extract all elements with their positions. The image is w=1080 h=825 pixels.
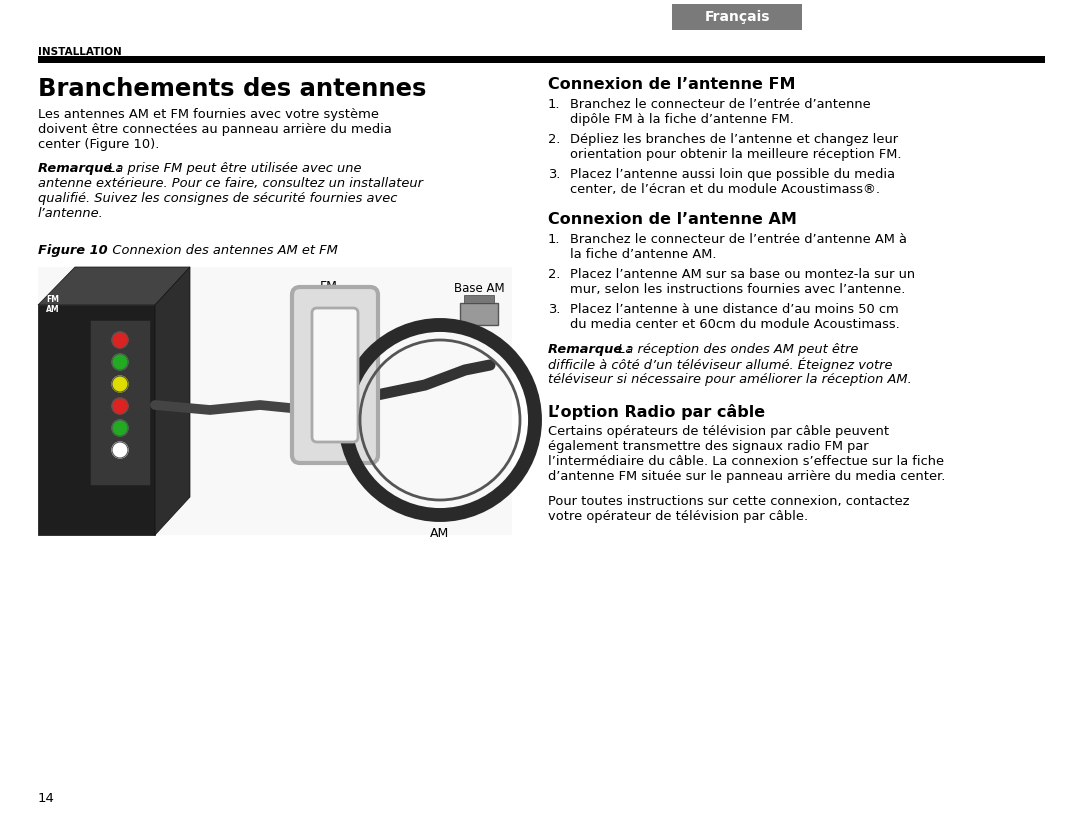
Text: l’intermédiaire du câble. La connexion s’effectue sur la fiche: l’intermédiaire du câble. La connexion s…: [548, 455, 944, 468]
Bar: [38, 56, 1045, 63]
Text: téléviseur si nécessaire pour améliorer la réception AM.: téléviseur si nécessaire pour améliorer …: [548, 373, 912, 386]
Text: AM: AM: [46, 305, 59, 314]
Text: Connexion de l’antenne FM: Connexion de l’antenne FM: [548, 77, 796, 92]
Text: Connexion des antennes AM et FM: Connexion des antennes AM et FM: [100, 244, 338, 257]
Text: la fiche d’antenne AM.: la fiche d’antenne AM.: [570, 248, 716, 261]
Text: Base AM: Base AM: [454, 282, 504, 295]
Text: Branchez le connecteur de l’entrée d’antenne AM à: Branchez le connecteur de l’entrée d’ant…: [570, 233, 907, 246]
Text: antenne extérieure. Pour ce faire, consultez un installateur: antenne extérieure. Pour ce faire, consu…: [38, 177, 423, 190]
Bar: [90, 320, 150, 485]
Text: votre opérateur de télévision par câble.: votre opérateur de télévision par câble.: [548, 510, 808, 523]
Circle shape: [112, 420, 129, 436]
Text: L’option Radio par câble: L’option Radio par câble: [548, 404, 765, 420]
Text: Remarque :: Remarque :: [548, 343, 636, 356]
Text: center (Figure 10).: center (Figure 10).: [38, 139, 160, 152]
Text: 1.: 1.: [548, 98, 561, 111]
Circle shape: [112, 442, 129, 458]
Text: FM: FM: [320, 280, 338, 293]
Bar: [672, 4, 802, 30]
Text: AM: AM: [430, 527, 449, 540]
Bar: [460, 303, 498, 325]
Text: Certains opérateurs de télévision par câble peuvent: Certains opérateurs de télévision par câ…: [548, 425, 889, 438]
Text: Dépliez les branches de l’antenne et changez leur: Dépliez les branches de l’antenne et cha…: [570, 133, 899, 146]
Text: doivent être connectées au panneau arrière du media: doivent être connectées au panneau arriè…: [38, 123, 392, 136]
FancyBboxPatch shape: [312, 308, 357, 442]
Text: qualifié. Suivez les consignes de sécurité fournies avec: qualifié. Suivez les consignes de sécuri…: [38, 192, 397, 205]
Polygon shape: [38, 267, 190, 305]
Circle shape: [112, 332, 129, 348]
Text: 3.: 3.: [548, 303, 561, 316]
Text: 2.: 2.: [548, 133, 561, 146]
FancyBboxPatch shape: [292, 287, 378, 463]
Text: 1.: 1.: [548, 233, 561, 246]
Text: d’antenne FM située sur le panneau arrière du media center.: d’antenne FM située sur le panneau arriè…: [548, 470, 945, 483]
Circle shape: [112, 354, 129, 370]
Text: Placez l’antenne AM sur sa base ou montez-la sur un: Placez l’antenne AM sur sa base ou monte…: [570, 268, 915, 281]
Text: 14: 14: [38, 792, 55, 805]
Text: Figure 10: Figure 10: [38, 244, 108, 257]
Text: Connexion de l’antenne AM: Connexion de l’antenne AM: [548, 212, 797, 227]
Text: du media center et 60cm du module Acoustimass.: du media center et 60cm du module Acoust…: [570, 318, 900, 331]
Text: La réception des ondes AM peut être: La réception des ondes AM peut être: [615, 343, 859, 356]
Text: difficile à côté d’un téléviseur allumé. Éteignez votre: difficile à côté d’un téléviseur allumé.…: [548, 358, 892, 373]
Text: Les antennes AM et FM fournies avec votre système: Les antennes AM et FM fournies avec votr…: [38, 108, 379, 121]
Text: Placez l’antenne à une distance d’au moins 50 cm: Placez l’antenne à une distance d’au moi…: [570, 303, 899, 316]
Text: Remarque :: Remarque :: [38, 162, 126, 175]
Polygon shape: [38, 305, 156, 535]
Text: La prise FM peut être utilisée avec une: La prise FM peut être utilisée avec une: [104, 162, 362, 175]
Text: FM: FM: [46, 295, 59, 304]
Text: Branchements des antennes: Branchements des antennes: [38, 77, 427, 101]
Text: également transmettre des signaux radio FM par: également transmettre des signaux radio …: [548, 440, 868, 453]
Text: center, de l’écran et du module Acoustimass®.: center, de l’écran et du module Acoustim…: [570, 183, 880, 196]
Text: Français: Français: [704, 10, 770, 24]
Bar: [38, 267, 512, 535]
Text: 2.: 2.: [548, 268, 561, 281]
Circle shape: [112, 376, 129, 392]
Text: mur, selon les instructions fournies avec l’antenne.: mur, selon les instructions fournies ave…: [570, 283, 905, 296]
Text: Branchez le connecteur de l’entrée d’antenne: Branchez le connecteur de l’entrée d’ant…: [570, 98, 870, 111]
Text: Pour toutes instructions sur cette connexion, contactez: Pour toutes instructions sur cette conne…: [548, 495, 909, 508]
Text: INSTALLATION: INSTALLATION: [38, 47, 122, 57]
Polygon shape: [156, 267, 190, 535]
Circle shape: [112, 398, 129, 414]
Bar: [464, 295, 494, 303]
Text: Placez l’antenne aussi loin que possible du media: Placez l’antenne aussi loin que possible…: [570, 168, 895, 181]
Text: l’antenne.: l’antenne.: [38, 207, 104, 220]
Text: 3.: 3.: [548, 168, 561, 181]
Text: dipôle FM à la fiche d’antenne FM.: dipôle FM à la fiche d’antenne FM.: [570, 113, 794, 126]
Text: orientation pour obtenir la meilleure réception FM.: orientation pour obtenir la meilleure ré…: [570, 148, 902, 161]
